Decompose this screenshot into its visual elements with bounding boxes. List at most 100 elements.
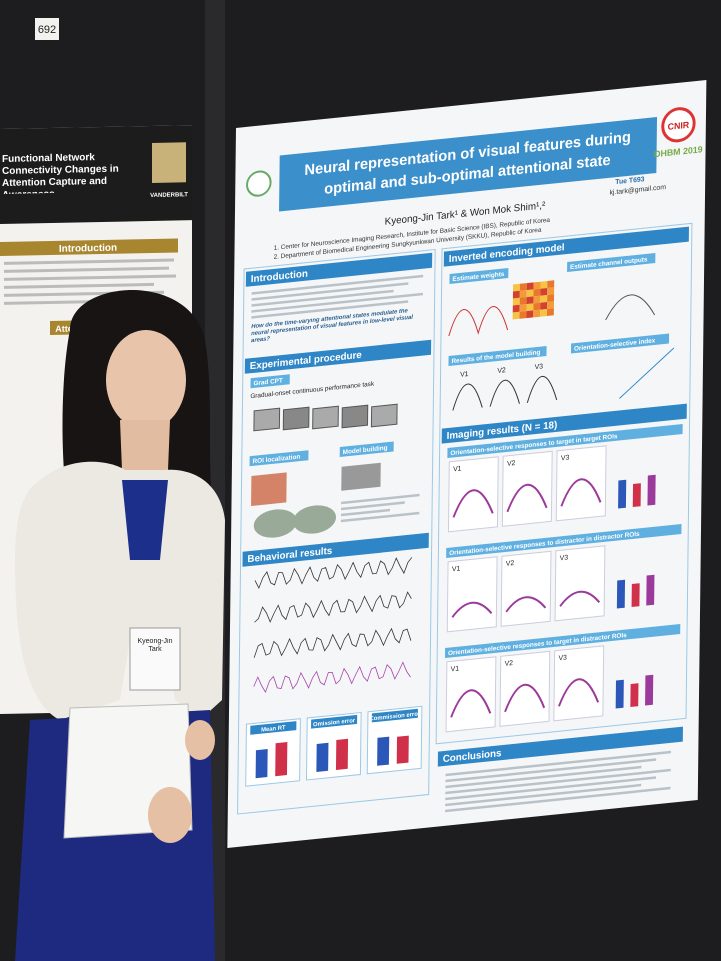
hand bbox=[148, 787, 192, 843]
response-curve bbox=[452, 489, 494, 518]
heatmap-cell bbox=[547, 287, 555, 295]
heatmap-cell bbox=[512, 304, 520, 313]
lab-name: CNIR bbox=[668, 120, 690, 132]
heatmap-cell bbox=[540, 280, 548, 289]
plot-frame bbox=[499, 650, 551, 727]
response-curve bbox=[506, 483, 548, 513]
subheader-bar bbox=[339, 441, 394, 457]
channel-output bbox=[605, 294, 656, 321]
trace bbox=[253, 627, 412, 658]
bar bbox=[616, 579, 626, 609]
column-frame bbox=[237, 248, 436, 815]
subheader-bar bbox=[570, 333, 670, 354]
subheader-bar bbox=[567, 252, 656, 272]
stimulus bbox=[253, 407, 281, 432]
bar bbox=[630, 683, 639, 707]
heatmap-cell bbox=[547, 301, 554, 309]
bar bbox=[615, 679, 624, 709]
trace bbox=[253, 661, 411, 693]
roi-label: V1 bbox=[452, 565, 461, 573]
cnir-logo bbox=[661, 107, 696, 143]
heatmap-cell bbox=[540, 287, 548, 296]
roi-label: V2 bbox=[507, 460, 516, 468]
heatmap-cell bbox=[540, 308, 548, 317]
column-frame bbox=[435, 222, 693, 745]
logo-text: VANDERBILT bbox=[150, 192, 188, 199]
heatmap-cell bbox=[540, 301, 548, 310]
text-line bbox=[340, 508, 390, 517]
text-line bbox=[445, 765, 642, 789]
vanderbilt-logo bbox=[152, 142, 186, 183]
heatmap-cell bbox=[526, 289, 534, 298]
plot-frame bbox=[554, 545, 606, 622]
left-title: Functional Network Connectivity Changes … bbox=[2, 152, 119, 194]
roi-label: V1 bbox=[453, 465, 462, 473]
heatmap-cell bbox=[533, 281, 541, 290]
bar bbox=[275, 741, 288, 777]
text-line bbox=[251, 300, 409, 319]
plot-frame bbox=[445, 656, 497, 733]
text-line bbox=[445, 783, 642, 807]
heatmap-cell bbox=[519, 304, 527, 312]
brain bbox=[253, 509, 297, 538]
label-bar bbox=[371, 708, 418, 723]
text-line bbox=[445, 776, 656, 801]
heatmap-cell bbox=[519, 290, 527, 298]
heatmap-cell bbox=[512, 311, 520, 320]
left-poster-header bbox=[0, 125, 192, 224]
heatmap-cell bbox=[512, 297, 520, 306]
trace bbox=[254, 557, 413, 589]
text-line bbox=[445, 758, 657, 783]
response-curve bbox=[451, 601, 493, 618]
text-line bbox=[341, 501, 405, 511]
plot-frame bbox=[501, 450, 553, 527]
roi-label: V3 bbox=[560, 554, 569, 562]
tuning-peak bbox=[526, 376, 558, 403]
bar-plot-label: Omission error bbox=[313, 718, 356, 728]
text-line bbox=[4, 258, 174, 265]
text-line bbox=[251, 282, 409, 301]
text-line bbox=[4, 282, 154, 289]
bar bbox=[377, 736, 390, 766]
text-line bbox=[341, 493, 420, 505]
left-title-box: Functional Network Connectivity Changes … bbox=[2, 152, 119, 194]
bar bbox=[631, 583, 640, 607]
roi-label: V2 bbox=[505, 660, 514, 668]
text-line bbox=[445, 768, 671, 795]
stimulus bbox=[282, 406, 310, 431]
subheader-bar bbox=[449, 267, 509, 284]
bar-plot-label: Mean RT bbox=[261, 725, 286, 734]
subheader: Grad CPT bbox=[253, 377, 282, 387]
text-line bbox=[4, 274, 176, 281]
response-curve bbox=[504, 683, 546, 713]
retinotopy bbox=[251, 472, 287, 506]
bar bbox=[645, 674, 654, 706]
heatmap-cell bbox=[547, 294, 555, 302]
plot-frame bbox=[553, 645, 605, 722]
roi-label: V1 bbox=[460, 371, 469, 379]
subheader-bar bbox=[447, 423, 683, 458]
dress-top bbox=[122, 480, 168, 560]
presenter: Kyeong-Jin Tark bbox=[15, 290, 225, 961]
stimulus bbox=[341, 404, 369, 429]
badge-box: Kyeong-Jin Tark bbox=[137, 638, 172, 653]
booth-number: 692 bbox=[38, 24, 56, 36]
neck bbox=[120, 420, 170, 470]
text-line bbox=[251, 292, 423, 313]
section-header-bar bbox=[443, 226, 689, 267]
cardigan bbox=[15, 461, 225, 720]
brain bbox=[292, 505, 337, 534]
trace bbox=[254, 591, 412, 623]
bar bbox=[647, 474, 656, 506]
roi-label: V3 bbox=[535, 363, 544, 371]
text-line bbox=[4, 266, 169, 273]
text-line bbox=[251, 274, 424, 295]
label-bar bbox=[311, 714, 358, 729]
booth-tag bbox=[35, 18, 59, 40]
response-curve bbox=[560, 478, 602, 507]
tuning-curves bbox=[448, 306, 509, 337]
section-header-bar bbox=[242, 532, 429, 567]
plot-frame bbox=[500, 550, 552, 627]
